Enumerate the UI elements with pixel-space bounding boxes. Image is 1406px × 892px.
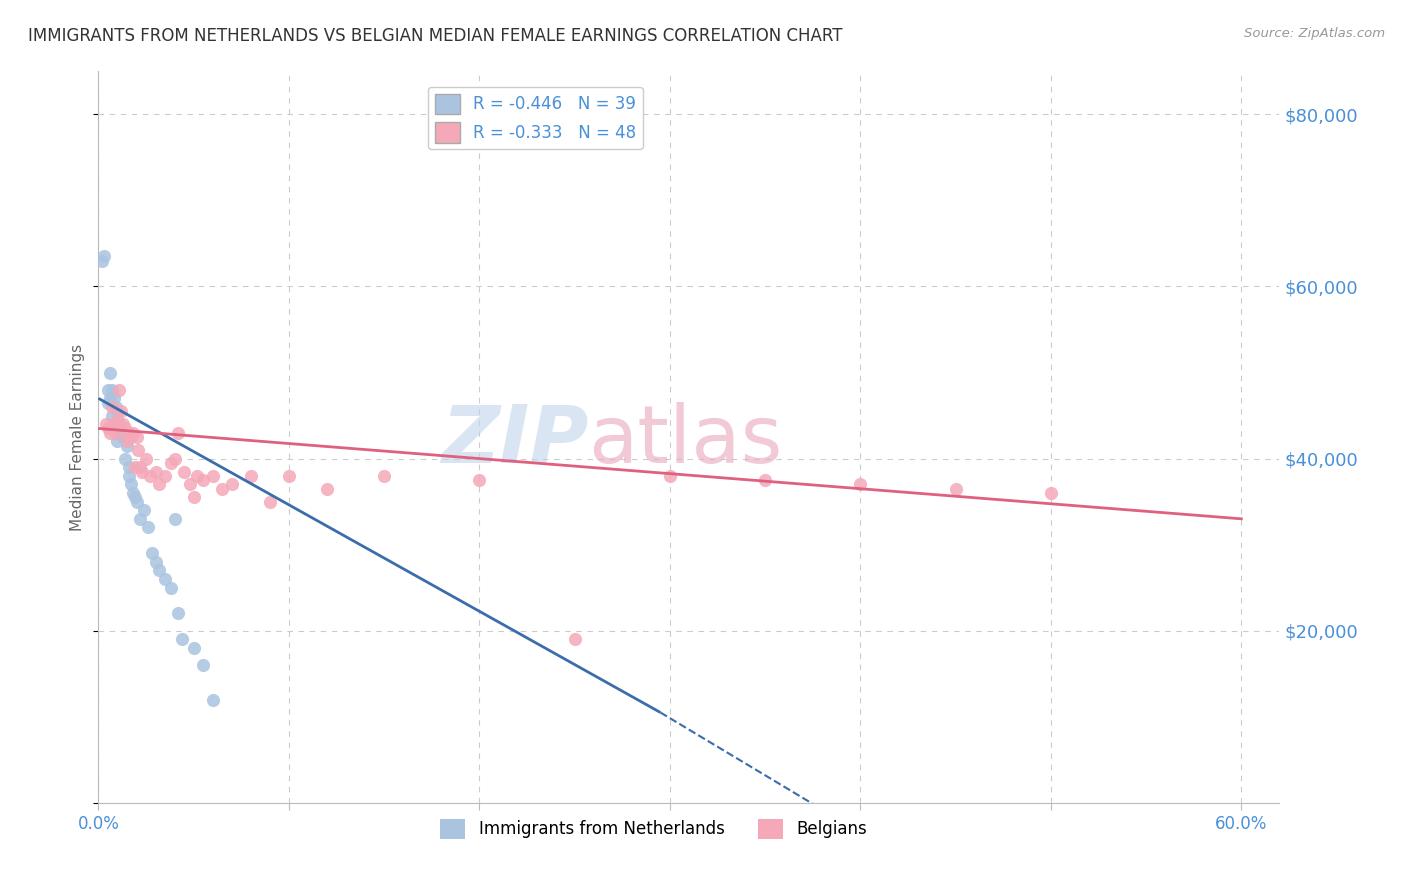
Point: [145, 465, 167, 479]
Point: [373, 468, 395, 483]
Point: [139, 468, 162, 483]
Point: [159, 456, 181, 470]
Point: [316, 482, 339, 496]
Point: [124, 460, 146, 475]
Point: [108, 383, 131, 397]
Point: [100, 383, 122, 397]
Point: [239, 468, 262, 483]
Point: [104, 400, 127, 414]
Point: [148, 564, 170, 578]
Point: [118, 468, 141, 483]
Point: [129, 512, 152, 526]
Text: ZIP: ZIP: [441, 401, 589, 480]
Point: [201, 692, 224, 706]
Point: [91, 253, 114, 268]
Point: [183, 640, 205, 655]
Point: [98, 425, 121, 440]
Point: [129, 460, 152, 475]
Point: [163, 451, 186, 466]
Point: [754, 473, 776, 487]
Point: [118, 425, 141, 440]
Point: [277, 468, 299, 483]
Point: [104, 421, 127, 435]
Point: [115, 434, 138, 449]
Point: [153, 468, 176, 483]
Point: [186, 468, 208, 483]
Point: [211, 482, 233, 496]
Point: [108, 417, 131, 432]
Point: [134, 503, 156, 517]
Point: [121, 486, 143, 500]
Point: [468, 473, 491, 487]
Point: [121, 425, 143, 440]
Point: [173, 465, 195, 479]
Text: Source: ZipAtlas.com: Source: ZipAtlas.com: [1244, 27, 1385, 40]
Text: IMMIGRANTS FROM NETHERLANDS VS BELGIAN MEDIAN FEMALE EARNINGS CORRELATION CHART: IMMIGRANTS FROM NETHERLANDS VS BELGIAN M…: [28, 27, 842, 45]
Point: [125, 430, 148, 444]
Point: [193, 473, 215, 487]
Point: [114, 451, 136, 466]
Point: [163, 512, 186, 526]
Point: [120, 430, 142, 444]
Point: [107, 434, 129, 449]
Point: [97, 421, 120, 435]
Point: [112, 430, 135, 444]
Point: [1039, 486, 1062, 500]
Point: [107, 404, 129, 418]
Point: [107, 413, 129, 427]
Point: [153, 572, 176, 586]
Point: [115, 439, 138, 453]
Point: [93, 249, 115, 263]
Point: [945, 482, 967, 496]
Point: [172, 632, 194, 647]
Point: [110, 404, 132, 418]
Point: [94, 417, 117, 432]
Point: [100, 400, 122, 414]
Point: [145, 555, 167, 569]
Point: [167, 425, 190, 440]
Point: [127, 442, 149, 457]
Point: [98, 366, 121, 380]
Point: [103, 417, 125, 432]
Point: [110, 425, 132, 440]
Point: [103, 417, 125, 432]
Point: [259, 494, 281, 508]
Point: [179, 477, 201, 491]
Point: [148, 477, 170, 491]
Point: [131, 465, 153, 479]
Point: [114, 421, 136, 435]
Point: [201, 468, 224, 483]
Point: [221, 477, 243, 491]
Point: [136, 520, 159, 534]
Point: [159, 581, 181, 595]
Point: [124, 491, 146, 505]
Text: atlas: atlas: [589, 401, 783, 480]
Point: [98, 392, 121, 406]
Point: [97, 395, 120, 409]
Point: [167, 607, 190, 621]
Y-axis label: Median Female Earnings: Median Female Earnings: [70, 343, 86, 531]
Point: [125, 494, 148, 508]
Point: [135, 451, 157, 466]
Point: [104, 425, 127, 440]
Legend: Immigrants from Netherlands, Belgians: Immigrants from Netherlands, Belgians: [433, 812, 873, 846]
Point: [658, 468, 681, 483]
Point: [112, 417, 135, 432]
Point: [97, 383, 120, 397]
Point: [120, 477, 142, 491]
Point: [103, 392, 125, 406]
Point: [100, 409, 122, 423]
Point: [141, 546, 163, 560]
Point: [193, 658, 215, 673]
Point: [564, 632, 586, 647]
Point: [118, 460, 141, 475]
Point: [849, 477, 872, 491]
Point: [183, 491, 205, 505]
